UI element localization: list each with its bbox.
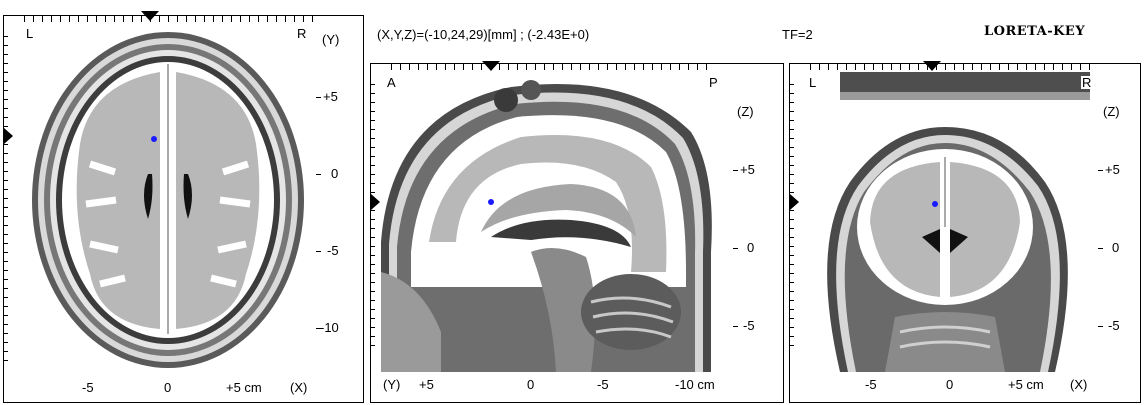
coronal-y-tick-mark [1098, 170, 1103, 171]
axial-x-tick-label: +5 cm [226, 380, 262, 395]
time-frame-readout: TF=2 [782, 27, 813, 42]
sagittal-y-tick-label: 0 [747, 240, 755, 255]
axial-y-tick-label: +5 [323, 89, 338, 104]
sagittal-top-ticks [391, 64, 711, 70]
axial-y-axis-label: (Y) [322, 32, 340, 47]
coronal-corner-left: L [808, 75, 818, 90]
axial-y-tick-label: 0 [331, 166, 339, 181]
coronal-x-tick-label: +5 cm [1008, 377, 1044, 392]
coronal-x-axis-label: (X) [1070, 377, 1088, 392]
axial-x-tick-label: -5 [82, 380, 94, 395]
axial-corner-right: R [296, 26, 308, 41]
coronal-x-tick-label: -5 [865, 377, 877, 392]
coronal-y-tick-label: 0 [1112, 240, 1120, 255]
axial-view-panel[interactable]: L R (Y) +5 0 -5 -10 -5 0 +5 cm (X) [3, 11, 364, 403]
axial-top-cursor-marker[interactable] [141, 11, 159, 21]
coronal-brain-image[interactable] [800, 72, 1098, 372]
sagittal-corner-right: P [708, 75, 719, 90]
axial-y-tick-mark [316, 174, 321, 175]
sagittal-y-tick-label: -5 [743, 318, 755, 333]
coronal-x-tick-label: 0 [946, 377, 954, 392]
sagittal-y-tick-mark [733, 326, 738, 327]
axial-x-axis-label: (X) [290, 380, 308, 395]
sagittal-y-tick-label: +5 [740, 162, 755, 177]
axial-left-ticks [4, 36, 8, 366]
axial-y-tick-label: -5 [327, 243, 339, 258]
cursor-coordinates-readout: (X,Y,Z)=(-10,24,29)[mm] ; (-2.43E+0) [377, 27, 590, 42]
coronal-top-ticks [810, 64, 1095, 70]
axial-y-tick-mark [316, 328, 321, 329]
sagittal-view-panel[interactable]: A P (Z) +5 0 -5 (Y) +5 0 -5 -10 cm [370, 61, 784, 403]
sagittal-x-tick-label: 0 [527, 377, 535, 392]
sagittal-corner-left: A [386, 75, 397, 90]
sagittal-y-tick-mark [733, 170, 738, 171]
axial-y-tick-mark [316, 97, 321, 98]
axial-x-tick-label: 0 [164, 380, 172, 395]
axial-brain-image[interactable] [20, 24, 317, 374]
coronal-y-tick-label: +5 [1105, 162, 1120, 177]
sagittal-brain-image[interactable] [381, 72, 733, 372]
app-brand-title: LORETA-KEY [984, 24, 1086, 39]
coronal-left-cursor-marker[interactable] [790, 194, 799, 210]
sagittal-left-ticks [371, 84, 375, 354]
sagittal-x-tick-label: -10 cm [675, 377, 715, 392]
sagittal-z-axis-label: (Z) [737, 104, 754, 119]
sagittal-x-tick-label: -5 [597, 377, 609, 392]
axial-y-tick-mark [316, 251, 321, 252]
axial-top-ticks [24, 16, 314, 22]
sagittal-x-tick-label: +5 [419, 377, 434, 392]
sagittal-x-axis-label: (Y) [383, 377, 401, 392]
sagittal-left-cursor-marker[interactable] [371, 194, 380, 210]
coronal-y-tick-mark [1098, 248, 1103, 249]
axial-left-cursor-marker[interactable] [4, 128, 13, 144]
coronal-view-panel[interactable]: L R (Z) +5 0 -5 -5 0 +5 cm (X) [789, 61, 1141, 403]
coronal-z-axis-label: (Z) [1103, 104, 1120, 119]
axial-y-tick-label: -10 [320, 320, 339, 335]
sagittal-top-cursor-marker[interactable] [482, 61, 500, 71]
coronal-top-cursor-marker[interactable] [923, 61, 941, 71]
coronal-corner-right: R [1081, 75, 1093, 90]
axial-corner-left: L [25, 26, 35, 41]
coronal-y-tick-label: -5 [1108, 318, 1120, 333]
coronal-left-ticks [790, 84, 794, 354]
coronal-y-tick-mark [1098, 326, 1103, 327]
sagittal-y-tick-mark [733, 248, 738, 249]
